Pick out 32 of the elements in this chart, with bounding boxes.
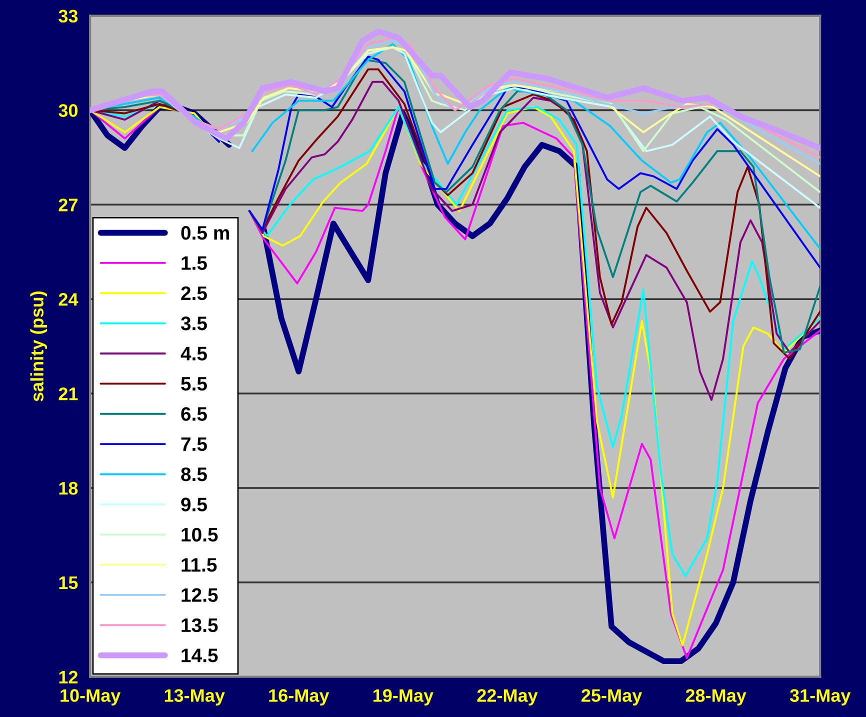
y-axis-title: salinity (psu) xyxy=(30,292,48,402)
x-tick-label: 25-May xyxy=(582,689,642,706)
y-tick-label: 21 xyxy=(58,387,78,400)
legend-label: 14.5 xyxy=(182,648,218,662)
y-tick-label: 15 xyxy=(59,576,78,590)
legend-label: 9.5 xyxy=(181,498,207,512)
legend-label: 2.5 xyxy=(181,286,207,300)
x-tick-label: 13-May xyxy=(164,689,225,706)
x-tick-label: 31-May xyxy=(790,689,851,706)
y-tick-label: 12 xyxy=(59,670,78,684)
legend-label: 10.5 xyxy=(182,528,218,542)
y-tick-label: 30 xyxy=(58,104,78,117)
legend-label: 7.5 xyxy=(181,437,207,452)
y-tick-label: 33 xyxy=(58,10,78,23)
legend-label: 5.5 xyxy=(181,377,207,391)
legend-label: 11.5 xyxy=(182,558,217,572)
legend-label: 4.5 xyxy=(180,346,207,360)
legend-label: 6.5 xyxy=(181,407,207,421)
x-tick-label: 28-May xyxy=(686,689,746,706)
legend-label: 1.5 xyxy=(182,256,207,270)
legend-label: 8.5 xyxy=(181,467,207,482)
y-tick-label: 27 xyxy=(58,198,78,212)
y-tick-label: 24 xyxy=(58,293,78,306)
legend-label: 0.5 m xyxy=(181,226,229,240)
x-tick-label: 22-May xyxy=(477,689,538,706)
x-tick-label: 10-May xyxy=(60,689,121,706)
legend-label: 3.5 xyxy=(180,316,207,330)
y-tick-label: 18 xyxy=(59,482,78,495)
x-tick-label: 19-May xyxy=(373,689,434,706)
legend-label: 13.5 xyxy=(182,618,218,632)
legend-label: 12.5 xyxy=(182,588,218,602)
x-tick-label: 16-May xyxy=(269,689,330,706)
